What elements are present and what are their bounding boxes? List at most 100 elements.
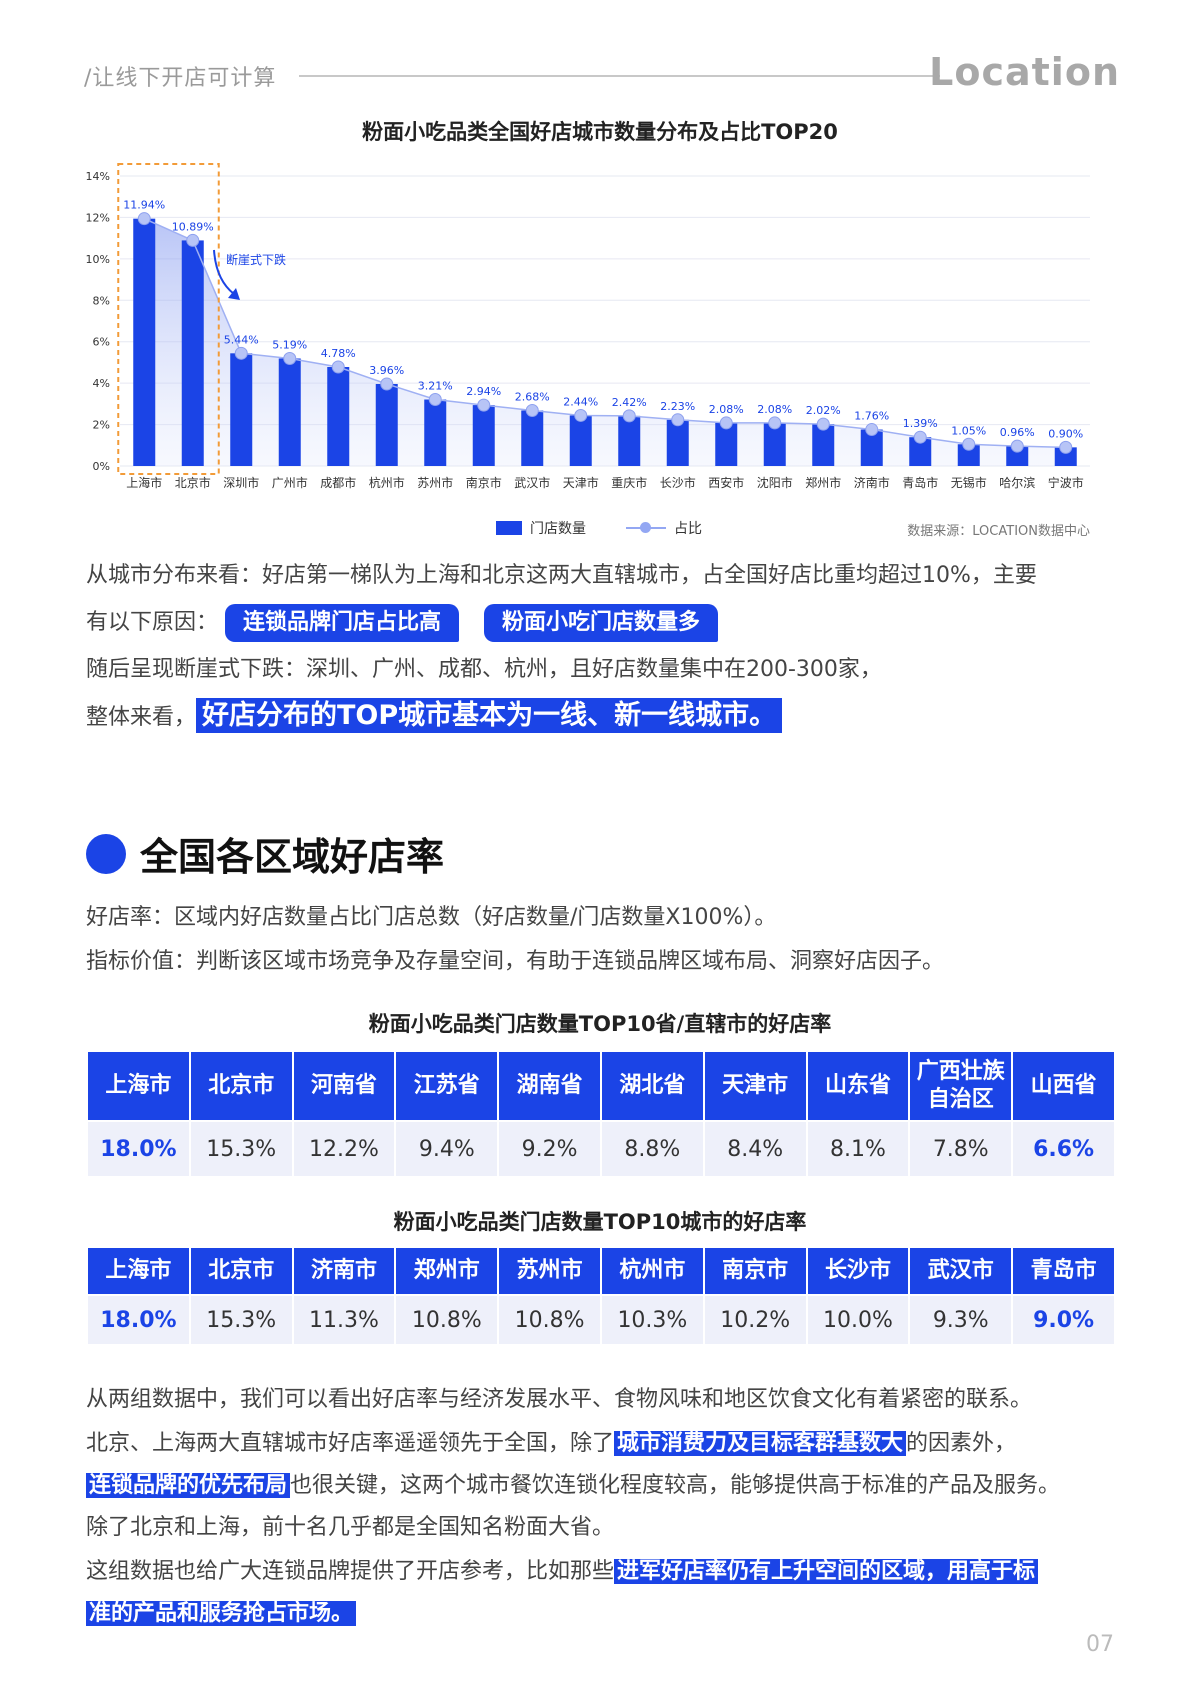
share-point xyxy=(865,423,879,437)
table2-cell: 9.3% xyxy=(908,1294,1014,1346)
page-header: /让线下开店可计算 Location xyxy=(84,50,1120,96)
table2-cell: 11.3% xyxy=(291,1294,397,1346)
page-number: 07 xyxy=(1086,1632,1114,1657)
y-tick-label: 14% xyxy=(86,170,110,183)
share-point xyxy=(283,351,297,365)
legend-series-2: 占比 xyxy=(674,521,702,537)
y-tick-label: 10% xyxy=(86,253,110,266)
x-tick-label: 广州市 xyxy=(272,475,308,490)
reason-pill-2: 粉面小吃门店数量多 xyxy=(484,604,719,642)
x-tick-label: 长沙市 xyxy=(660,475,696,490)
para1-line4: 整体来看， 好店分布的TOP城市基本为一线、新一线城市。 xyxy=(86,698,783,734)
bar xyxy=(133,218,156,466)
location-logo: Location xyxy=(929,50,1120,94)
table2-cell: 18.0% xyxy=(86,1294,191,1346)
table2-header: 杭州市 xyxy=(599,1246,705,1296)
table2-cell: 10.3% xyxy=(599,1294,705,1346)
x-tick-label: 郑州市 xyxy=(805,475,841,490)
para1-line4-prefix: 整体来看， xyxy=(86,705,197,730)
bar xyxy=(1054,447,1077,466)
table1-cell: 9.2% xyxy=(497,1120,602,1178)
table1-header: 湖南省 xyxy=(497,1050,602,1122)
para1-line2-prefix: 有以下原因： xyxy=(86,610,219,635)
bar xyxy=(909,437,932,466)
share-point xyxy=(671,413,685,427)
table2-header: 济南市 xyxy=(291,1246,397,1296)
share-point xyxy=(962,437,976,451)
share-point xyxy=(525,403,539,417)
para1-highlight: 好店分布的TOP城市基本为一线、新一线城市。 xyxy=(196,698,783,733)
data-label: 11.94% xyxy=(123,199,165,212)
data-label: 2.42% xyxy=(612,396,647,409)
x-tick-label: 武汉市 xyxy=(514,475,550,490)
table1-cell: 18.0% xyxy=(86,1120,191,1178)
table1-header: 上海市 xyxy=(86,1050,191,1122)
para2-line6: 准的产品和服务抢占市场。 xyxy=(86,1598,357,1630)
share-point xyxy=(331,360,345,374)
bar xyxy=(230,353,253,466)
share-point xyxy=(768,416,782,430)
bar xyxy=(1006,446,1029,466)
table2-header: 武汉市 xyxy=(908,1246,1014,1296)
share-point xyxy=(234,346,248,360)
drop-arrow-head xyxy=(228,288,240,300)
y-tick-label: 8% xyxy=(93,294,110,307)
bar xyxy=(957,444,980,466)
data-label: 3.96% xyxy=(369,364,404,377)
table2-header: 上海市 xyxy=(86,1246,191,1296)
data-label: 2.44% xyxy=(563,395,598,408)
chart-title: 粉面小吃品类全国好店城市数量分布及占比TOP20 xyxy=(362,120,838,144)
data-label: 3.21% xyxy=(418,380,453,393)
section-title: 全国各区域好店率 xyxy=(140,835,445,879)
drop-arrow xyxy=(213,249,235,295)
share-point xyxy=(1059,440,1073,454)
share-point xyxy=(913,430,927,444)
share-point xyxy=(186,233,200,247)
definition-line2: 指标价值：判断该区域市场竞争及存量空间，有助于连锁品牌区域布局、洞察好店因子。 xyxy=(86,949,945,974)
table1-cell: 9.4% xyxy=(394,1120,500,1178)
bullet-dot-icon xyxy=(86,833,126,874)
x-tick-label: 天津市 xyxy=(563,475,599,490)
table1-header: 江苏省 xyxy=(394,1050,500,1122)
data-label: 0.96% xyxy=(1000,426,1035,439)
share-line xyxy=(143,217,1066,449)
table2-cell: 10.2% xyxy=(702,1294,808,1346)
share-point xyxy=(137,212,151,226)
y-tick-label: 4% xyxy=(93,377,110,390)
bar xyxy=(715,422,738,466)
x-tick-label: 哈尔滨 xyxy=(999,475,1035,490)
bar xyxy=(860,429,883,466)
share-point xyxy=(574,408,588,422)
chart-source: 数据来源：LOCATION数据中心 xyxy=(907,524,1090,539)
table1-cell: 12.2% xyxy=(291,1120,397,1178)
table2-header: 长沙市 xyxy=(805,1246,911,1296)
para2-line2-a: 北京、上海两大直辖城市好店率遥遥领先于全国，除了 xyxy=(86,1431,615,1456)
legend-line-swatch xyxy=(626,522,666,533)
para2-highlight-3: 进军好店率仍有上升空间的区域，用高于标 xyxy=(614,1559,1039,1584)
table1-header: 广西壮族自治区 xyxy=(908,1050,1014,1122)
para1-line1: 从城市分布来看：好店第一梯队为上海和北京这两大直辖城市，占全国好店比重均超过10… xyxy=(86,563,1037,588)
table2-header: 苏州市 xyxy=(497,1246,602,1296)
share-point xyxy=(1010,439,1024,453)
x-tick-label: 北京市 xyxy=(175,475,211,490)
table2-cell: 10.8% xyxy=(497,1294,602,1346)
y-tick-label: 12% xyxy=(86,211,110,224)
y-tick-label: 0% xyxy=(93,460,110,473)
table2-cell: 10.0% xyxy=(805,1294,911,1346)
bar xyxy=(569,415,592,466)
x-tick-label: 宁波市 xyxy=(1048,475,1084,490)
table2-value-row: 18.0% 15.3% 11.3% 10.8% 10.8% 10.3% 10.2… xyxy=(86,1294,1116,1346)
data-label: 5.19% xyxy=(272,338,307,351)
table2-header-row: 上海市 北京市 济南市 郑州市 苏州市 杭州市 南京市 长沙市 武汉市 青岛市 xyxy=(86,1246,1116,1296)
table1-cell: 8.1% xyxy=(805,1120,911,1178)
province-rate-table: 上海市 北京市 河南省 江苏省 湖南省 湖北省 天津市 山东省 广西壮族自治区 … xyxy=(86,1050,1116,1178)
data-label: 1.05% xyxy=(951,424,986,437)
para1-line3: 随后呈现断崖式下跌：深圳、广州、成都、杭州，且好店数量集中在200-300家， xyxy=(86,657,882,682)
header-divider xyxy=(299,75,940,77)
city-distribution-chart: 0% 2% 4% 6% 8% 10% 12% 14% 11.94% 10.89% 5.44% 5.19… xyxy=(86,163,1090,490)
table2-cell: 15.3% xyxy=(188,1294,294,1346)
table1-cell: 8.4% xyxy=(702,1120,808,1178)
x-tick-label: 上海市 xyxy=(126,475,162,490)
table1-cell: 7.8% xyxy=(908,1120,1014,1178)
table1-header: 山东省 xyxy=(805,1050,911,1122)
